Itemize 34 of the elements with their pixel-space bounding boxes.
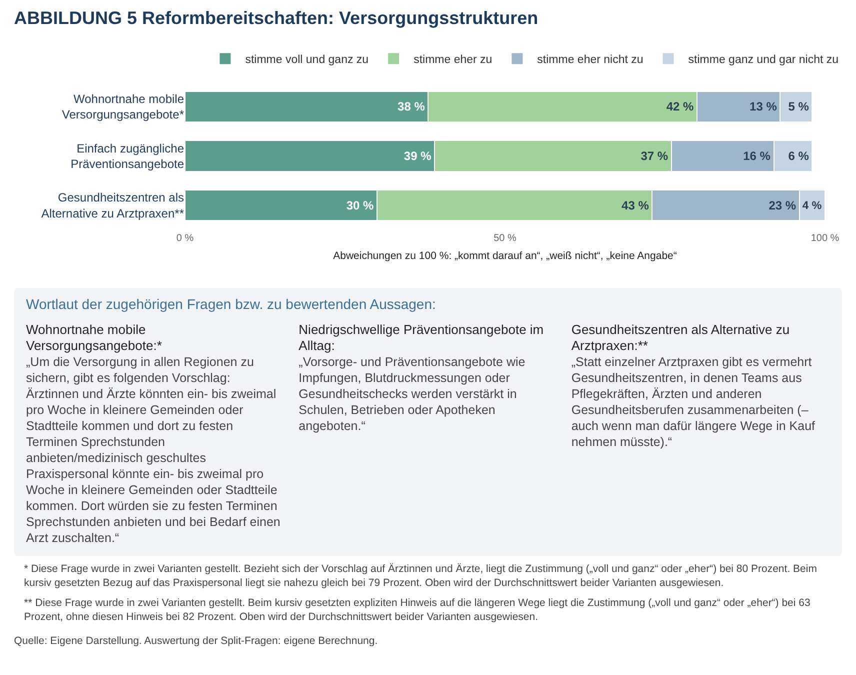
y-tick-label: Einfach zugängliche Präventionsangebote	[70, 141, 184, 171]
text: * Diese Frage wurde in zwei Varianten gestellt. Bezieht sich der Vorschlag auf Ärztinnen und Ärzte, liegt die Zustimmung („voll und ganz“ oder „eher“) bei 80 Prozent. Beim kursiv gesetzten Bezug auf das Praxispersonal liegt sie nahezu gleich bei 79 Prozent. Oben wird der Durchschnittswert beider Varianten ausgewiesen.	[24, 562, 818, 590]
data-label: 30 %	[346, 198, 374, 212]
data-label: 4 %	[802, 200, 822, 212]
data-label: 38 %	[398, 100, 426, 114]
legend-label: stimme voll und ganz zu	[245, 54, 369, 66]
legend-label: stimme eher zu	[414, 54, 492, 66]
data-label: 6 %	[788, 149, 810, 163]
text: Niedrigschwellige Präventionsangebote im Alltag:	[298, 322, 545, 354]
source-note: Quelle: Eigene Darstellung. Auswertung der Split-Fragen: eigene Berechnung.	[14, 634, 379, 648]
data-label: 13 %	[750, 100, 778, 114]
text: ** Diese Frage wurde in zwei Varianten gestellt. Beim kursiv gesetzten expliziten Hinweis auf die längeren Wege liegt die Zustimmung („voll und ganz“ oder „eher“) bei 63 Prozent, ohne diesen Hinweis bei 82 Prozent. Oben wird der Durchschnittswert beider Varianten ausgewiesen.	[24, 596, 812, 624]
text: „Statt einzelner Arztpraxen gibt es vermehrt Gesundheitszentren, in denen Teams aus Pflegekräften, Ärzten und anderen Gesundheitsberufen zusammenarbeiten (– auch wenn man dafür längere Wege in Kauf nehmen müsste).“	[571, 355, 816, 449]
data-label: 42 %	[666, 100, 694, 114]
data-label: 23 %	[768, 198, 796, 212]
legend-label: stimme eher nicht zu	[537, 54, 644, 66]
data-label: 16 %	[743, 149, 771, 163]
legend-label: stimme ganz und gar nicht zu	[688, 54, 839, 66]
data-label: 39 %	[404, 149, 432, 163]
y-tick-label: Wohnortnahe mobile Versorgungsangebote*	[62, 92, 184, 122]
text: Wohnortnahe mobile Versorgungsangebote:*	[26, 322, 163, 354]
x-tick-label: 100 %	[810, 233, 840, 244]
text: „Vorsorge- und Präventionsangebote wie Impfungen, Blutdruckmessungen oder Gesundheitschecks werden verstärkt in Schulen, Betrieben oder Apotheken angeboten.“	[298, 355, 526, 433]
text: „Um die Versorgung in allen Regionen zu sichern, gibt es folgenden Vorschlag: Ärztinnen und Ärzte könnten ein- bis zweimal pro Woche in kleinere Gemeinden oder Stadtteile kommen und dort zu festen Terminen Sprechstunden anbieten/medizinisch geschultes Praxispersonal könnte ein- bis zweimal pro Woche in kleinere Gemeinden oder Stadtteile kommen. Dort würden sie zu festen Terminen Sprechstunden anbieten und bei Bedarf einen Arzt zuschalten.“	[26, 355, 280, 545]
data-label: 5 %	[788, 100, 810, 114]
x-axis-title: Abweichungen zu 100 %: „kommt darauf an“, „weiß nicht“, „keine Angabe“	[333, 250, 678, 262]
chart-title: ABBILDUNG 5 Reformbereitschaften: Versorgungsstrukturen	[13, 7, 540, 30]
y-tick-label: Gesundheitszentren als Alternative zu Arztpraxen**	[41, 190, 184, 220]
text: Wortlaut der zugehörigen Fragen bzw. zu bewertenden Aussagen:	[26, 296, 437, 312]
text: Gesundheitszentren als Alternative zu Arztpraxen:**	[571, 322, 791, 354]
x-tick-label: 0 %	[176, 233, 194, 244]
x-tick-label: 50 %	[494, 233, 517, 244]
data-label: 37 %	[640, 149, 668, 163]
data-label: 43 %	[622, 198, 650, 212]
